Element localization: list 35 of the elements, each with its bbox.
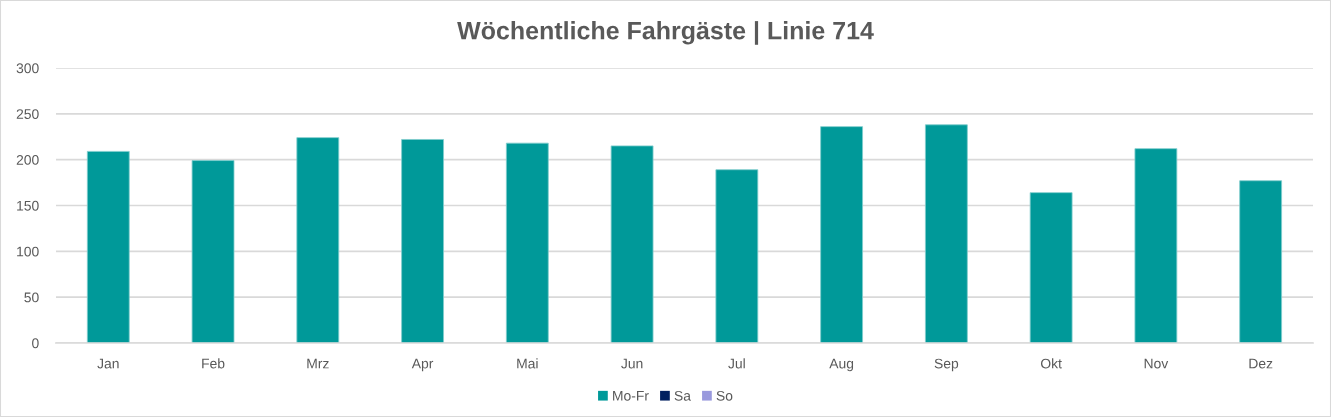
bar — [1029, 192, 1073, 343]
bar — [86, 150, 130, 343]
x-tick-label: Dez — [1249, 358, 1273, 369]
bar — [296, 137, 340, 343]
bar — [505, 142, 549, 343]
y-tick-label: 200 — [16, 154, 39, 165]
x-tick-label: Jul — [728, 358, 745, 369]
bar — [610, 145, 654, 343]
bar — [925, 124, 968, 343]
x-tick-label: Feb — [202, 358, 225, 369]
x-tick-label: Mai — [517, 358, 538, 369]
bar — [1239, 180, 1283, 343]
y-tick-label: 50 — [24, 292, 39, 303]
y-tick-label: 250 — [16, 109, 39, 119]
x-tick-label: Sep — [934, 358, 959, 372]
y-tick-label: 300 — [16, 63, 39, 74]
legend-label: So — [716, 390, 733, 401]
bar — [401, 139, 444, 343]
bar — [715, 169, 759, 343]
y-tick-label: 150 — [17, 200, 39, 211]
legend-label: Sa — [674, 390, 691, 401]
chart-title: Wöchentliche Fahrgäste | Linie 714 — [457, 21, 874, 45]
x-tick-label: Nov — [1144, 358, 1169, 369]
x-tick-label: Jan — [97, 358, 119, 369]
bar — [820, 126, 863, 343]
bar — [1134, 148, 1178, 343]
bar — [191, 160, 235, 343]
legend-label: Mo-Fr — [613, 391, 649, 401]
x-tick-label: Apr — [411, 358, 434, 372]
y-tick-label: 0 — [32, 338, 39, 349]
x-tick-label: Aug — [829, 358, 854, 372]
x-tick-label: Mrz — [307, 358, 329, 369]
x-tick-label: Jun — [621, 358, 643, 369]
y-tick-label: 100 — [17, 246, 39, 257]
x-tick-label: Okt — [1040, 358, 1062, 369]
